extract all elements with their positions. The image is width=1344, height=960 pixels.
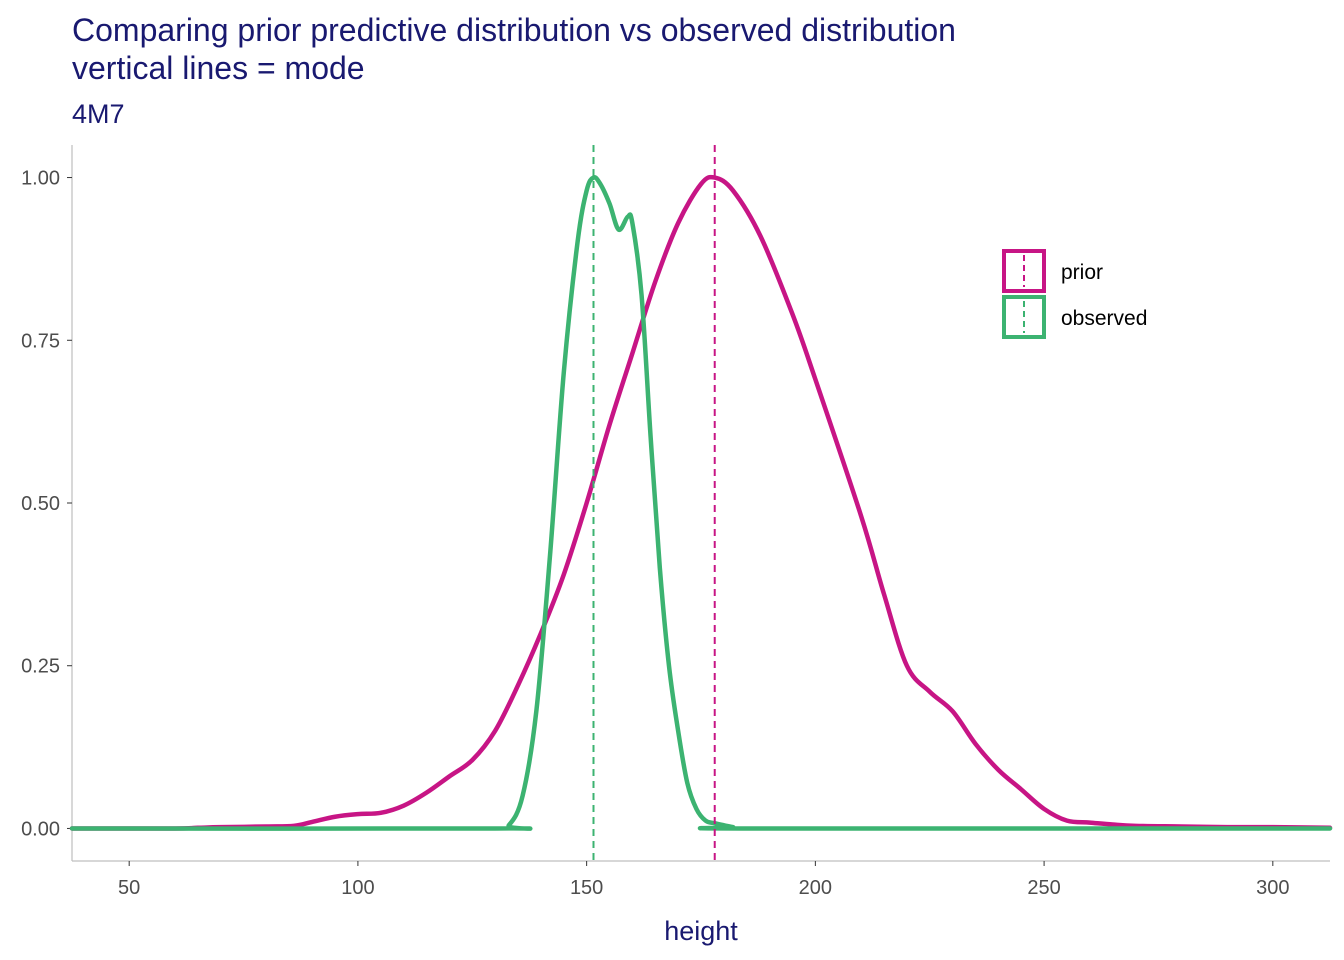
y-tick-label: 0.50 bbox=[21, 493, 60, 515]
series-line-prior bbox=[69, 174, 1333, 831]
y-tick-label: 0.75 bbox=[21, 330, 60, 352]
x-axis-title: height bbox=[664, 916, 738, 946]
x-tick-label: 200 bbox=[799, 877, 832, 899]
y-tick-label: 0.25 bbox=[21, 656, 60, 678]
axis-ticks: 50 100 150 200 250 300 0.00 0.25 0.50 0.75 1.00 bbox=[21, 168, 1289, 899]
y-tick-label: 0.00 bbox=[21, 818, 60, 840]
series-line-observed bbox=[69, 175, 1333, 831]
plot-panel: 50 100 150 200 250 300 0.00 0.25 0.50 0.75 1.00 bbox=[21, 145, 1333, 899]
legend-label-prior: prior bbox=[1061, 261, 1103, 284]
legend: prior observed bbox=[1002, 249, 1147, 339]
x-tick-label: 250 bbox=[1027, 877, 1060, 899]
chart-title-line2: vertical lines = mode bbox=[72, 50, 365, 86]
legend-label-observed: observed bbox=[1061, 307, 1147, 330]
x-tick-label: 50 bbox=[118, 877, 140, 899]
y-tick-label: 1.00 bbox=[21, 168, 60, 190]
x-tick-label: 150 bbox=[570, 877, 603, 899]
series-lines bbox=[69, 174, 1333, 831]
x-tick-label: 100 bbox=[341, 877, 374, 899]
x-tick-label: 300 bbox=[1256, 877, 1289, 899]
chart-title-line1: Comparing prior predictive distribution … bbox=[72, 12, 956, 48]
chart-subtitle: 4M7 bbox=[72, 99, 125, 129]
